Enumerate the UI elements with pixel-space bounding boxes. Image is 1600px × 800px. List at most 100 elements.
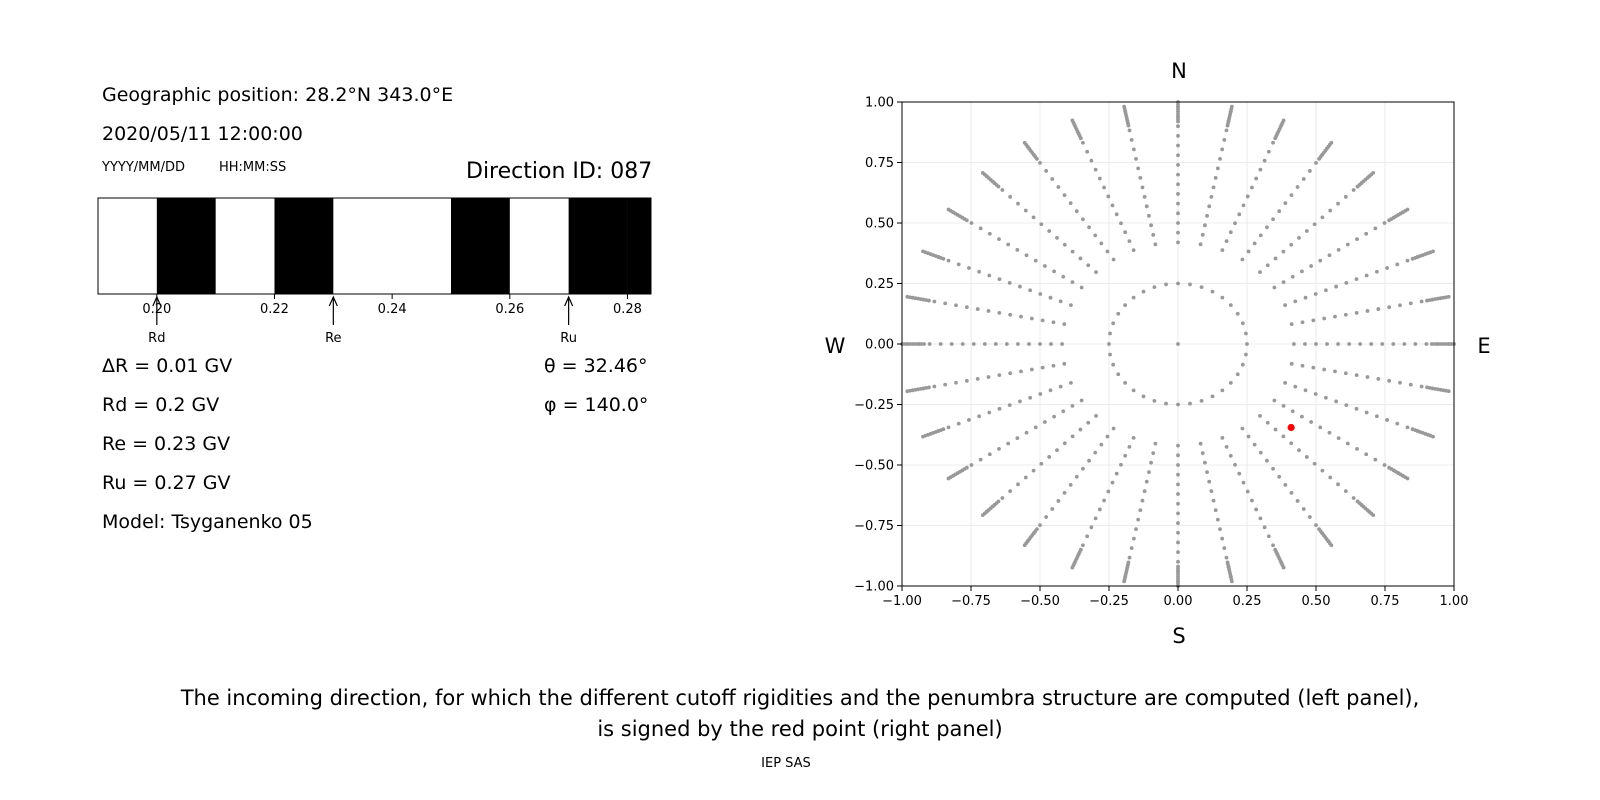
direction-point — [1031, 468, 1036, 473]
direction-point — [1323, 288, 1328, 293]
direction-point — [1027, 342, 1031, 346]
direction-point — [1149, 223, 1153, 228]
direction-point — [1033, 258, 1038, 263]
rd-value: Rd = 0.2 GV — [102, 394, 220, 416]
direction-point — [1220, 295, 1225, 300]
direction-point — [1405, 425, 1410, 430]
direction-point — [1258, 167, 1263, 172]
direction-point — [946, 207, 951, 212]
direction-point — [1040, 318, 1045, 323]
direction-point — [1336, 342, 1340, 346]
direction-point — [1152, 398, 1157, 403]
direction-point — [1176, 559, 1180, 564]
direction-point — [982, 342, 987, 346]
direction-point — [1018, 284, 1022, 289]
direction-point — [1106, 489, 1111, 494]
direction-point — [1358, 342, 1363, 346]
direction-point — [1176, 163, 1180, 167]
direction-point — [1141, 289, 1146, 294]
direction-point — [1220, 388, 1225, 393]
direction-point — [1105, 249, 1110, 254]
direction-point — [1015, 247, 1020, 252]
direction-point — [1131, 436, 1136, 440]
direction-point — [1070, 249, 1075, 254]
y-tick-label: 0.25 — [865, 277, 894, 292]
direction-point — [997, 310, 1002, 315]
direction-point — [1245, 194, 1250, 199]
direction-point — [1176, 472, 1180, 477]
direction-point — [1062, 242, 1067, 247]
direction-point — [1140, 498, 1145, 503]
direction-point — [1314, 161, 1318, 165]
direction-point — [1069, 303, 1073, 308]
direction-point — [1039, 222, 1044, 227]
direction-point — [1281, 118, 1286, 123]
direction-point — [1309, 420, 1314, 424]
direction-point — [1293, 299, 1298, 304]
credit-label: IEP SAS — [761, 756, 811, 771]
direction-point — [1176, 492, 1180, 496]
date-time: 2020/05/11 12:00:00 — [102, 123, 303, 145]
penumbra-frame — [97, 197, 652, 295]
direction-point — [1097, 176, 1102, 181]
direction-point — [1134, 156, 1138, 161]
direction-point — [1039, 461, 1044, 466]
direction-point — [1028, 395, 1033, 400]
direction-point — [1303, 342, 1307, 346]
direction-point — [1413, 342, 1418, 346]
direction-point — [1220, 536, 1225, 541]
direction-point — [1343, 371, 1348, 376]
marker-label-ru: Ru — [560, 331, 577, 346]
direction-point — [1313, 292, 1318, 296]
re-value: Re = 0.23 GV — [102, 433, 231, 455]
direction-point — [1008, 371, 1013, 376]
direction-point — [1111, 257, 1116, 262]
direction-point — [1301, 177, 1306, 181]
direction-point — [1140, 185, 1145, 190]
direction-point — [1070, 403, 1075, 408]
direction-point — [1446, 389, 1451, 394]
direction-point — [1224, 128, 1229, 133]
direction-point — [1114, 471, 1119, 476]
direction-point — [1443, 342, 1448, 346]
direction-point — [1301, 507, 1306, 511]
direction-point — [1376, 307, 1381, 311]
direction-point — [1141, 394, 1146, 399]
direction-point — [1328, 208, 1333, 213]
direction-point — [975, 307, 980, 311]
direction-point — [1333, 369, 1337, 374]
direction-point — [1136, 166, 1141, 171]
direction-point — [1078, 427, 1083, 432]
direction-point — [1176, 221, 1180, 225]
marker-label-re: Re — [325, 331, 341, 346]
direction-point — [1322, 316, 1327, 321]
direction-point — [1343, 489, 1348, 494]
direction-point — [1038, 292, 1043, 296]
direction-point — [1068, 201, 1073, 206]
direction-point — [1022, 543, 1027, 548]
direction-point — [1220, 147, 1225, 152]
direction-point — [1228, 303, 1233, 308]
direction-point — [1058, 384, 1063, 389]
direction-point — [1199, 285, 1204, 290]
direction-point — [1176, 443, 1180, 448]
direction-point — [1085, 534, 1090, 539]
direction-point — [1119, 221, 1123, 226]
direction-point — [1111, 426, 1116, 431]
direction-point — [949, 342, 954, 346]
direction-point — [987, 410, 992, 415]
direction-point — [1152, 285, 1157, 290]
direction-point — [1029, 367, 1034, 372]
direction-point — [1355, 446, 1359, 451]
direction-point — [1007, 280, 1012, 285]
x-tick-label: −0.25 — [1089, 594, 1129, 609]
direction-point — [1153, 441, 1158, 446]
direction-point — [1176, 172, 1180, 177]
direction-point — [1055, 448, 1059, 452]
caption-line-1: The incoming direction, for which the di… — [180, 686, 1420, 710]
direction-point — [1334, 399, 1338, 404]
direction-point — [1079, 398, 1084, 403]
direction-point — [1398, 303, 1402, 308]
direction-point — [1176, 342, 1180, 346]
direction-point — [908, 342, 913, 346]
